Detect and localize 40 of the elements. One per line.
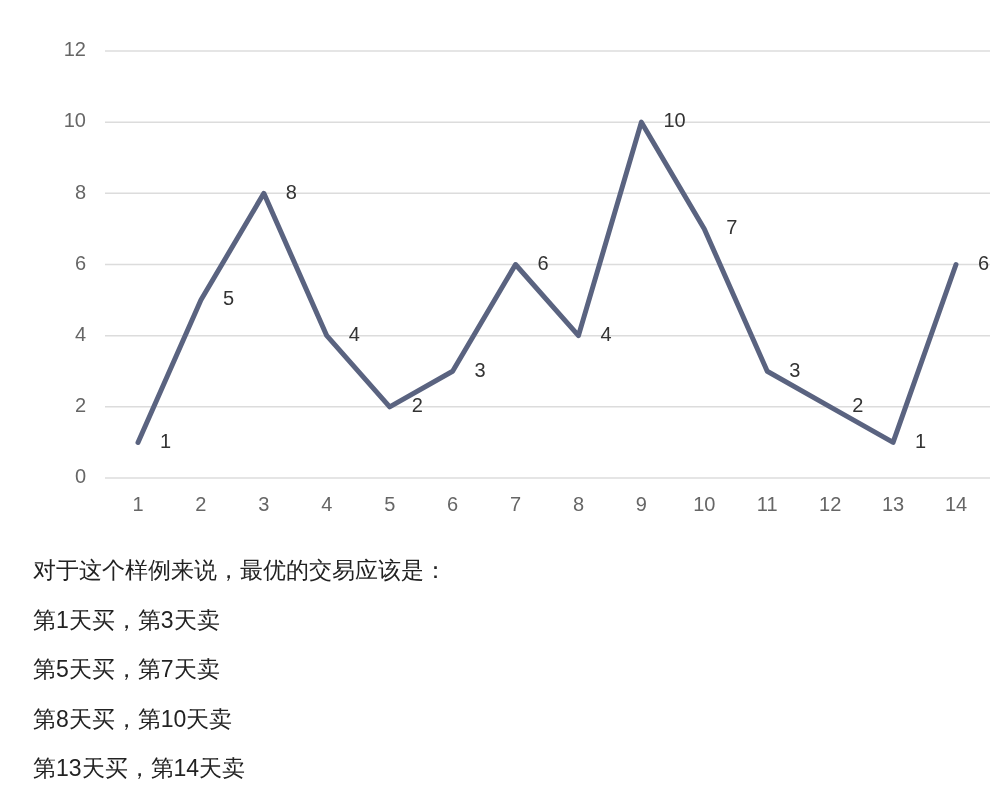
y-tick-label: 4 (74, 322, 86, 345)
x-tick-label: 5 (384, 493, 396, 516)
x-tick-label: 12 (819, 493, 842, 516)
x-tick-label: 10 (693, 493, 716, 516)
x-tick-label: 4 (321, 493, 333, 516)
y-tick-label: 12 (63, 38, 86, 61)
data-label: 6 (978, 251, 990, 274)
data-label: 4 (600, 322, 612, 345)
text: 对于这个样例来说，最优的交易应该是： (33, 557, 447, 584)
text: 第13天买，第14天卖 (33, 755, 246, 782)
x-tick-label: 9 (635, 493, 647, 516)
x-tick-label: 6 (447, 493, 459, 516)
data-label: 6 (537, 251, 549, 274)
x-tick-label: 14 (944, 493, 968, 516)
text: 第1天买，第3天卖 (33, 606, 220, 633)
data-label: 10 (663, 109, 686, 132)
x-tick-label: 2 (195, 493, 207, 516)
data-label: 5 (222, 287, 235, 310)
data-label: 2 (852, 394, 864, 417)
x-tick-label: 1 (132, 493, 144, 516)
y-tick-label: 2 (74, 394, 86, 417)
y-tick-label: 10 (63, 109, 86, 132)
x-tick-label: 8 (572, 493, 585, 516)
data-label: 1 (915, 429, 927, 452)
data-label: 8 (285, 180, 297, 203)
data-label: 2 (411, 394, 423, 417)
text: 第5天买，第7天卖 (33, 656, 220, 683)
x-tick-label: 3 (258, 493, 270, 516)
data-label: 3 (789, 358, 801, 381)
text: 第8天买，第10天卖 (33, 705, 233, 732)
x-tick-label: 11 (756, 493, 778, 516)
data-label: 3 (474, 358, 486, 381)
y-tick-label: 6 (74, 251, 86, 274)
data-label: 4 (348, 322, 360, 345)
data-label: 7 (726, 216, 738, 239)
y-tick-label: 0 (74, 465, 86, 488)
x-tick-label: 13 (881, 493, 905, 516)
y-tick-label: 8 (74, 180, 86, 203)
data-label: 1 (160, 429, 172, 452)
x-tick-label: 7 (509, 493, 522, 516)
